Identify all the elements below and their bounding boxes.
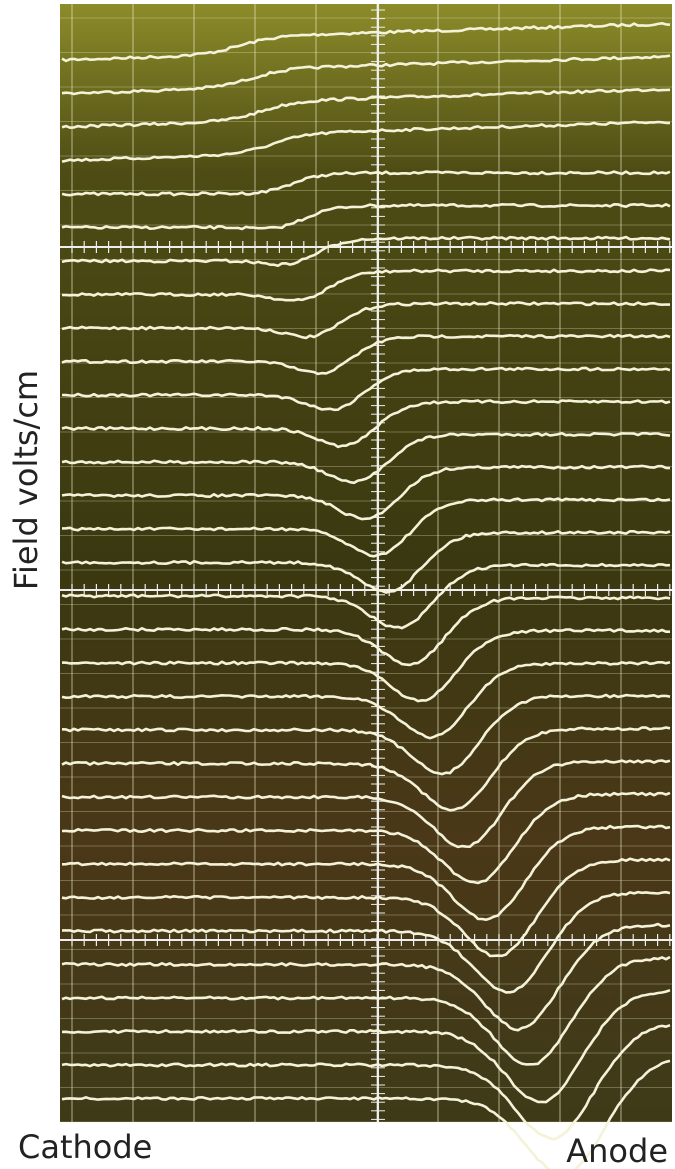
trace: [61, 726, 671, 812]
trace: [61, 399, 671, 449]
trace: [61, 857, 671, 958]
graticule: [60, 4, 672, 1123]
trace: [61, 497, 671, 558]
traces: [61, 22, 671, 1169]
trace: [61, 235, 671, 267]
trace: [61, 1023, 671, 1141]
trace: [61, 203, 671, 231]
trace: [61, 170, 671, 197]
trace: [61, 988, 671, 1104]
trace: [61, 464, 671, 521]
trace: [61, 301, 671, 340]
trace: [61, 22, 671, 63]
trace: [61, 824, 671, 921]
trace: [61, 628, 670, 703]
trace: [61, 791, 671, 885]
trace: [61, 120, 670, 163]
trace: [61, 759, 671, 849]
cathode-label: Cathode: [18, 1128, 152, 1166]
trace: [62, 890, 671, 994]
y-axis-label: Field volts/cm: [7, 370, 45, 590]
trace: [61, 333, 671, 376]
trace: [61, 693, 671, 776]
trace: [61, 268, 671, 302]
trace: [61, 595, 671, 667]
trace: [61, 88, 671, 129]
trace: [61, 922, 671, 1032]
trace: [61, 366, 671, 412]
trace: [61, 431, 671, 485]
trace: [61, 1059, 671, 1169]
trace: [61, 660, 671, 740]
trace: [61, 54, 671, 96]
anode-label: Anode: [566, 1132, 668, 1169]
trace: [61, 530, 671, 594]
trace: [61, 955, 671, 1066]
trace: [61, 562, 671, 630]
